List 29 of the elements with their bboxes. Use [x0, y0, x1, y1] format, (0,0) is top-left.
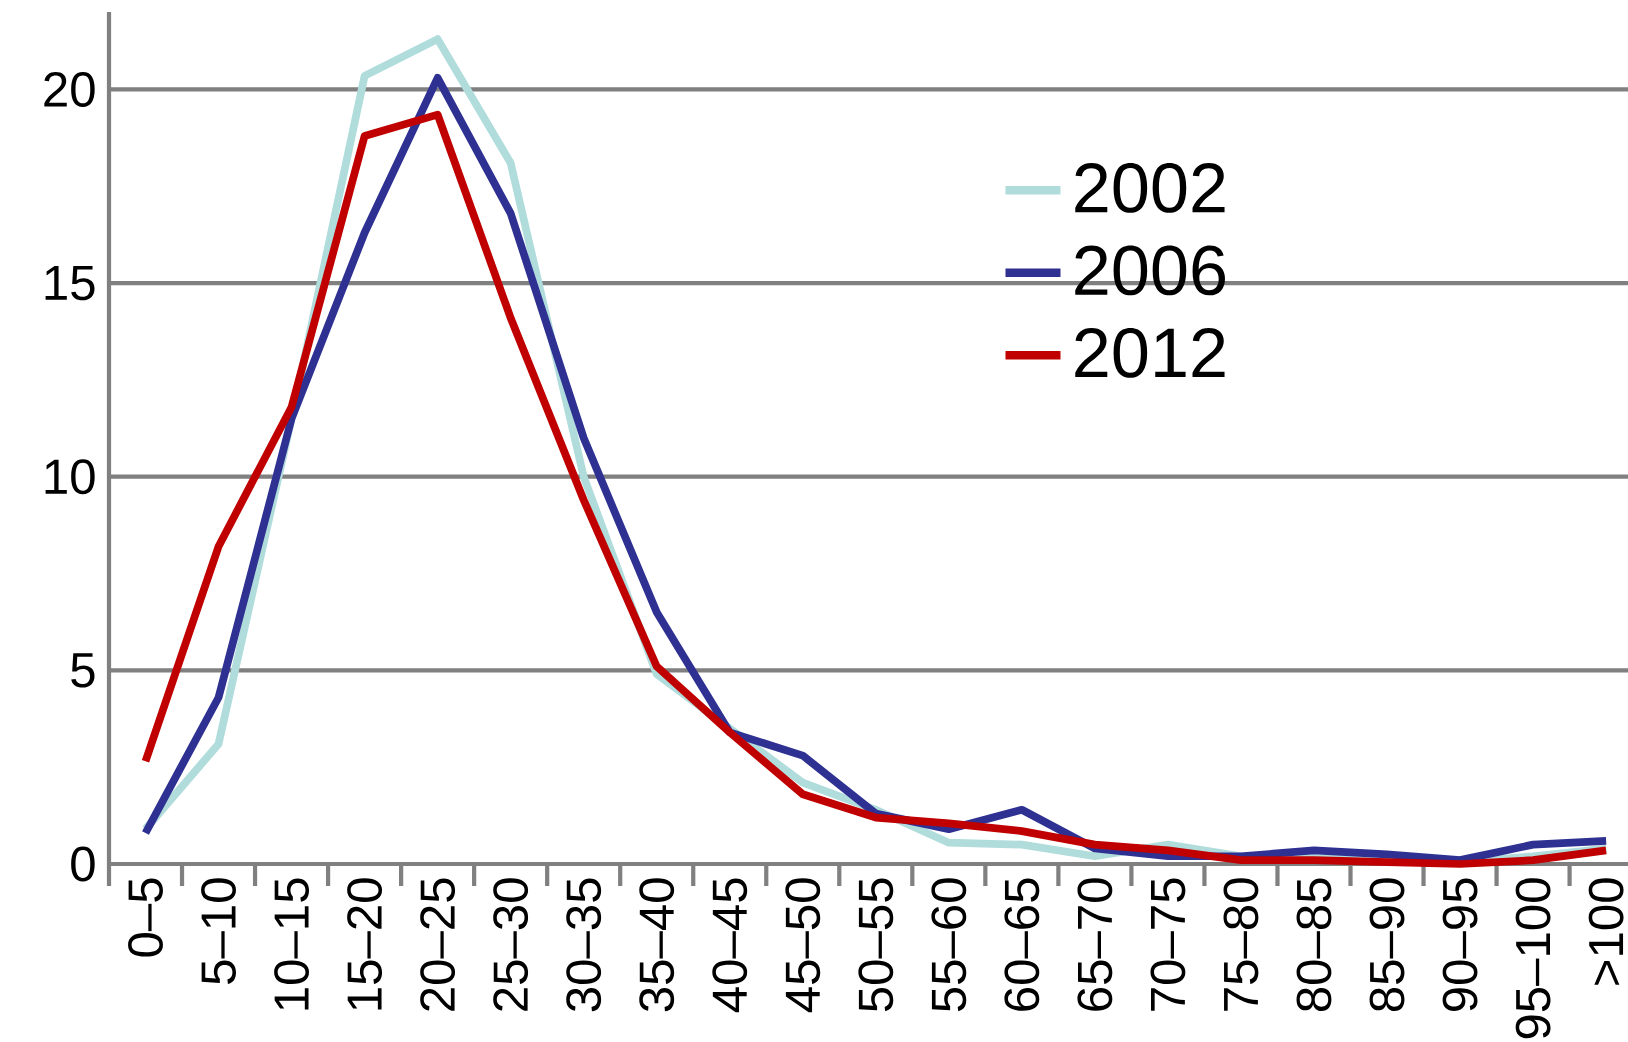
- x-tick-label: 65–70: [1077, 878, 1113, 1011]
- legend-label: 2012: [1075, 328, 1225, 378]
- x-tick-label: 75–80: [1223, 878, 1259, 1011]
- x-tick-label: 55–60: [931, 878, 967, 1012]
- x-tick-label: 85–90: [1369, 878, 1405, 1012]
- x-tick-label: 0–5: [128, 878, 163, 957]
- x-tick-label: 60–65: [1004, 878, 1040, 1011]
- y-tick-label: 15: [45, 265, 95, 301]
- x-tick-label: 90–95: [1442, 878, 1478, 1011]
- y-tick-label: 20: [44, 71, 95, 107]
- x-tick-label: 45–50: [785, 878, 821, 1013]
- x-tick-label: 15–20: [347, 878, 383, 1010]
- x-tick-label: 70–75: [1150, 878, 1186, 1011]
- x-tick-label: 25–30: [493, 878, 529, 1011]
- y-tick-label: 5: [71, 653, 95, 688]
- x-tick-label: 40–45: [712, 878, 748, 1013]
- legend-label: 2002: [1075, 163, 1225, 213]
- x-tick-label: >100: [1588, 878, 1624, 985]
- y-tick-label: 10: [45, 459, 95, 495]
- x-tick-label: 95–100: [1515, 878, 1551, 1039]
- x-tick-label: 20–25: [420, 878, 456, 1011]
- x-tick-label: 35–40: [639, 878, 675, 1012]
- legend-label: 2006: [1075, 245, 1225, 296]
- x-tick-label: 30–35: [566, 878, 602, 1012]
- x-tick-label: 80–85: [1296, 878, 1332, 1012]
- y-tick-label: 0: [71, 846, 95, 882]
- x-tick-label: 5–10: [201, 878, 236, 984]
- x-tick-label: 10–15: [274, 878, 310, 1010]
- x-tick-label: 50–55: [858, 878, 894, 1012]
